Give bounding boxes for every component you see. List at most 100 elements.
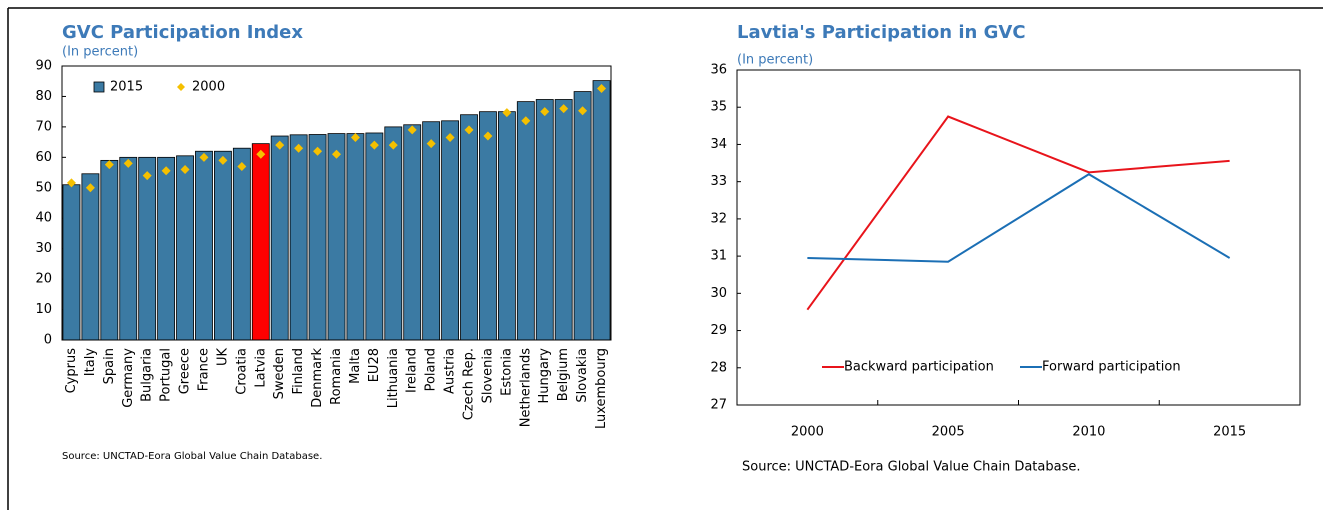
diamond-marker xyxy=(464,125,474,135)
bar xyxy=(81,173,100,341)
x-tick-label: Bulgaria xyxy=(140,348,155,402)
bar xyxy=(573,91,592,341)
legend-label: Forward participation xyxy=(1042,360,1181,375)
bar xyxy=(460,114,478,341)
y-tick-label: 35 xyxy=(710,100,727,115)
x-tick-label: Poland xyxy=(424,348,439,391)
legend-label: 2015 xyxy=(110,80,143,95)
y-tick-label: 31 xyxy=(710,249,727,264)
diamond-marker xyxy=(332,149,341,159)
x-tick-label: Luxembourg xyxy=(594,348,609,429)
diamond-marker xyxy=(407,125,417,135)
y-tick-label: 0 xyxy=(44,333,52,348)
x-tick-label: Germany xyxy=(121,348,136,408)
x-tick-label: Spain xyxy=(102,348,117,384)
x-tick-label: Lithuania xyxy=(386,348,401,408)
diamond-marker xyxy=(161,166,171,176)
x-tick-label: 2000 xyxy=(791,425,824,440)
y-tick-label: 10 xyxy=(35,302,52,317)
bar xyxy=(327,133,346,341)
diamond-marker xyxy=(350,133,360,143)
diamond-marker xyxy=(104,160,114,170)
diamond-marker xyxy=(521,116,531,126)
bar xyxy=(384,126,403,341)
x-tick-label: France xyxy=(196,348,211,391)
chart-title: GVC Participation Index xyxy=(62,22,303,43)
source-note: Source: UNCTAD-Eora Global Value Chain D… xyxy=(62,451,322,462)
diamond-marker xyxy=(369,140,379,150)
x-tick-label: Croatia xyxy=(234,348,249,395)
y-tick-label: 50 xyxy=(35,180,52,195)
y-tick-label: 30 xyxy=(710,286,727,301)
legend-label: 2000 xyxy=(192,80,225,95)
y-tick-label: 40 xyxy=(35,211,52,226)
x-tick-label: Netherlands xyxy=(518,348,533,427)
y-tick-label: 60 xyxy=(35,150,52,165)
x-tick-label: Sweden xyxy=(272,348,287,399)
bar xyxy=(195,150,213,341)
x-tick-label: Cyprus xyxy=(64,348,79,394)
x-tick-label: Denmark xyxy=(310,348,325,408)
diamond-marker xyxy=(275,140,285,150)
bar xyxy=(441,120,460,341)
diamond-marker xyxy=(199,152,209,162)
bar xyxy=(289,134,308,341)
diamond-marker xyxy=(85,183,95,193)
bar xyxy=(346,133,365,341)
y-tick-label: 27 xyxy=(710,398,727,413)
bar xyxy=(516,101,535,341)
bar xyxy=(592,80,611,341)
y-tick-label: 36 xyxy=(710,63,727,78)
x-tick-label: Italy xyxy=(83,348,98,377)
plot-frame xyxy=(61,65,612,341)
y-tick-label: 90 xyxy=(35,59,52,74)
bar xyxy=(251,143,270,341)
diamond-marker xyxy=(237,161,247,171)
x-tick-label: 2005 xyxy=(932,425,965,440)
diamond-marker xyxy=(426,139,436,149)
legend-swatch xyxy=(93,81,105,93)
bar xyxy=(479,111,497,341)
x-tick-label: 2015 xyxy=(1213,425,1246,440)
y-tick-label: 32 xyxy=(710,211,727,226)
x-tick-label: Malta xyxy=(348,348,363,384)
bar xyxy=(213,150,232,341)
y-tick-label: 33 xyxy=(710,174,727,189)
y-tick-label: 20 xyxy=(35,272,52,287)
chart-title: Lavtia's Participation in GVC xyxy=(737,22,1026,43)
diamond-marker xyxy=(597,84,607,94)
x-tick-label: Romania xyxy=(329,348,344,405)
bar xyxy=(62,184,81,341)
bar xyxy=(176,155,194,341)
x-tick-label: Slovakia xyxy=(575,348,590,403)
x-tick-label: Estonia xyxy=(499,348,514,396)
chart-subtitle: (In percent) xyxy=(737,53,813,68)
x-tick-label: Hungary xyxy=(537,348,552,404)
x-tick-label: Portugal xyxy=(159,348,174,402)
diamond-marker xyxy=(218,155,228,165)
x-tick-label: Latvia xyxy=(253,348,268,388)
bar xyxy=(403,124,422,341)
diamond-marker xyxy=(578,106,588,116)
y-tick-label: 30 xyxy=(35,241,52,256)
diamond-marker xyxy=(180,165,190,175)
x-tick-label: EU28 xyxy=(367,348,382,382)
source-note: Source: UNCTAD-Eora Global Value Chain D… xyxy=(742,460,1080,475)
diamond-marker xyxy=(388,140,398,150)
diamond-marker xyxy=(256,149,266,159)
y-tick-label: 28 xyxy=(710,360,727,375)
x-tick-label: Czech Rep. xyxy=(462,348,477,420)
bar xyxy=(232,147,251,341)
diamond-marker xyxy=(559,104,569,114)
bar xyxy=(554,99,573,341)
diamond-marker xyxy=(123,158,133,168)
x-tick-label: Finland xyxy=(291,348,306,394)
plot-frame xyxy=(736,69,1301,406)
bar xyxy=(138,156,157,341)
x-tick-label: Austria xyxy=(443,348,458,394)
bar xyxy=(365,132,384,341)
bar xyxy=(497,111,516,341)
diamond-marker xyxy=(445,133,455,143)
